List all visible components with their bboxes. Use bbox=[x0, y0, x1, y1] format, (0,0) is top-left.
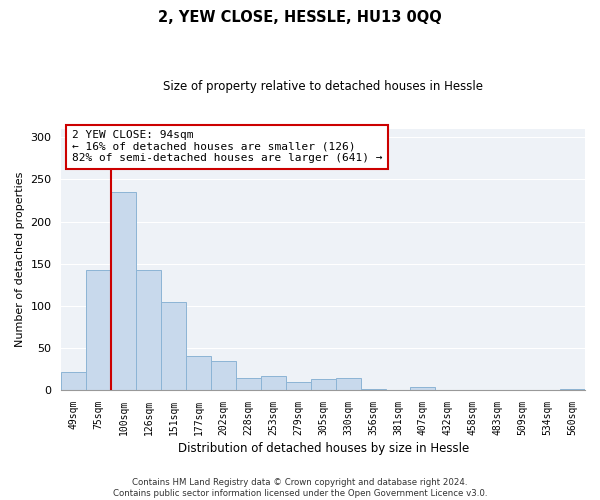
Bar bbox=[111, 192, 136, 390]
Y-axis label: Number of detached properties: Number of detached properties bbox=[15, 172, 25, 347]
Bar bbox=[211, 362, 236, 390]
Bar bbox=[236, 378, 261, 390]
X-axis label: Distribution of detached houses by size in Hessle: Distribution of detached houses by size … bbox=[178, 442, 469, 455]
Bar bbox=[286, 382, 311, 390]
Text: 2, YEW CLOSE, HESSLE, HU13 0QQ: 2, YEW CLOSE, HESSLE, HU13 0QQ bbox=[158, 10, 442, 25]
Bar bbox=[86, 270, 111, 390]
Bar bbox=[61, 372, 86, 390]
Bar bbox=[261, 376, 286, 390]
Text: 2 YEW CLOSE: 94sqm
← 16% of detached houses are smaller (126)
82% of semi-detach: 2 YEW CLOSE: 94sqm ← 16% of detached hou… bbox=[72, 130, 382, 164]
Bar bbox=[136, 270, 161, 390]
Bar bbox=[361, 389, 386, 390]
Text: Contains HM Land Registry data © Crown copyright and database right 2024.
Contai: Contains HM Land Registry data © Crown c… bbox=[113, 478, 487, 498]
Title: Size of property relative to detached houses in Hessle: Size of property relative to detached ho… bbox=[163, 80, 483, 93]
Bar bbox=[560, 389, 585, 390]
Bar bbox=[161, 302, 186, 390]
Bar bbox=[311, 379, 335, 390]
Bar bbox=[335, 378, 361, 390]
Bar bbox=[186, 356, 211, 390]
Bar bbox=[410, 386, 436, 390]
